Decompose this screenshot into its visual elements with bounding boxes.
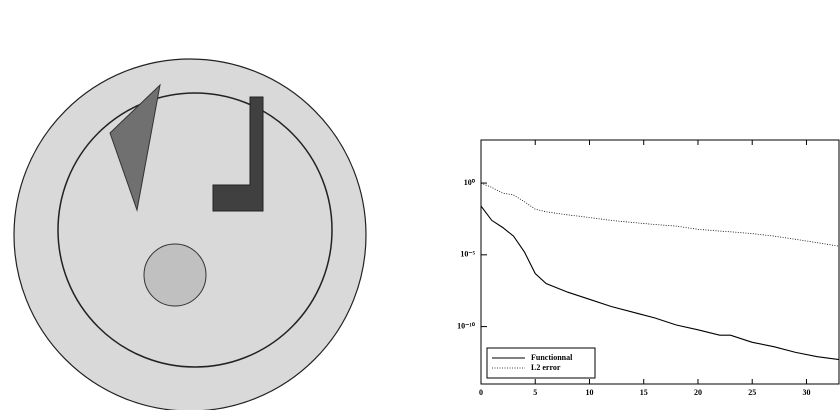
disc [143,243,207,307]
x-tick-label: 30 [802,388,810,397]
y-tick-label: 10⁻¹⁰ [457,321,476,330]
x-tick-label: 10 [585,388,593,397]
inner-circle [57,92,333,368]
series-line [480,205,840,361]
legend-label: Functionnal [531,353,573,362]
x-tick-label: 0 [479,388,483,397]
triangle [109,83,161,212]
x-tick-label: 20 [694,388,702,397]
legend-box [486,347,596,379]
l-shape [212,96,264,212]
domain-diagram [13,58,367,410]
x-tick-label: 25 [748,388,756,397]
legend-label: L2 error [531,363,561,372]
y-tick-label: 10⁻⁵ [460,250,475,259]
series-line [480,182,840,247]
plot-frame [480,139,840,385]
x-tick-label: 5 [533,388,537,397]
y-tick-label: 10⁰ [464,178,476,187]
x-tick-label: 15 [640,388,648,397]
